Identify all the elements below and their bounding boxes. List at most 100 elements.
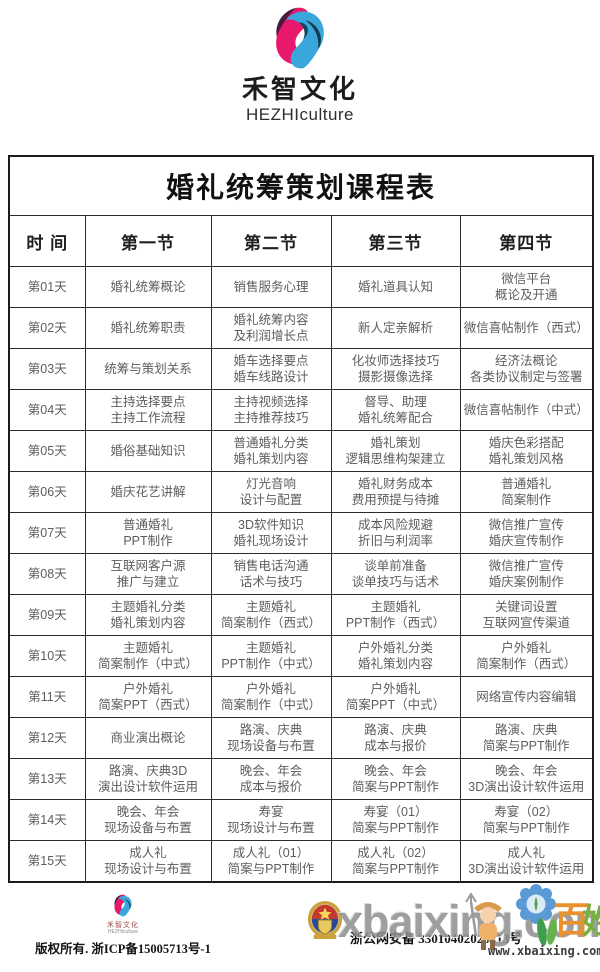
course-cell: 微信喜帖制作（中式） xyxy=(459,389,594,431)
course-cell: 谈单前准备 谈单技巧与话术 xyxy=(330,553,461,595)
course-cell: 户外婚礼 简案制作（中式） xyxy=(210,676,332,718)
course-cell: 婚庆色彩搭配 婚礼策划风格 xyxy=(459,430,594,472)
course-cell: 路演、庆典 成本与报价 xyxy=(330,717,461,759)
col-header-session-1: 第一节 xyxy=(84,215,212,267)
vegetable-icon xyxy=(534,914,560,953)
day-label: 第01天 xyxy=(8,266,86,308)
course-cell: 成人礼 现场设计与布置 xyxy=(84,840,212,882)
course-table: 婚礼统筹策划课程表 时 间 第一节 第二节 第三节 第四节 第01天 婚礼统筹概… xyxy=(8,155,594,883)
day-label: 第09天 xyxy=(8,594,86,636)
course-cell: 寿宴（01） 简案与PPT制作 xyxy=(330,799,461,841)
course-cell: 主题婚礼 简案制作（中式） xyxy=(84,635,212,677)
day-label: 第13天 xyxy=(8,758,86,800)
col-header-time: 时 间 xyxy=(8,215,86,267)
course-cell: 婚车选择要点 婚车线路设计 xyxy=(210,348,332,390)
col-header-session-2: 第二节 xyxy=(210,215,332,267)
course-cell: 新人定亲解析 xyxy=(330,307,461,349)
brand-logo-icon xyxy=(264,6,336,75)
table-row: 第01天 婚礼统筹概论 销售服务心理 婚礼道具认知 微信平台 概论及开通 xyxy=(8,266,594,308)
table-header-row: 时 间 第一节 第二节 第三节 第四节 xyxy=(8,215,594,267)
farmer-mascot-icon xyxy=(464,892,512,957)
table-row: 第13天 路演、庆典3D 演出设计软件运用 晚会、年会 成本与报价 晚会、年会 … xyxy=(8,758,594,800)
course-cell: 户外婚礼 简案PPT（西式） xyxy=(84,676,212,718)
watermark-xing-char: 姓 xyxy=(582,904,600,941)
course-cell: 晚会、年会 简案与PPT制作 xyxy=(330,758,461,800)
course-cell: 微信推广宣传 婚庆案例制作 xyxy=(459,553,594,595)
course-cell: 路演、庆典 现场设备与布置 xyxy=(210,717,332,759)
course-cell: 户外婚礼 简案PPT（中式） xyxy=(330,676,461,718)
footer-logo-name-en: HEZHIculture xyxy=(107,928,138,935)
course-cell: 灯光音响 设计与配置 xyxy=(210,471,332,513)
col-header-session-4: 第四节 xyxy=(459,215,594,267)
table-row: 第09天 主题婚礼分类 婚礼策划内容 主题婚礼 简案制作（西式） 主题婚礼 PP… xyxy=(8,594,594,636)
course-table-body: 第01天 婚礼统筹概论 销售服务心理 婚礼道具认知 微信平台 概论及开通 第02… xyxy=(8,266,594,882)
course-cell: 晚会、年会 现场设备与布置 xyxy=(84,799,212,841)
course-cell: 主题婚礼 简案制作（西式） xyxy=(210,594,332,636)
footer: 禾智文化 HEZHIculture 版权所有. 浙ICP备15005713号-1… xyxy=(0,884,600,972)
course-cell: 商业演出概论 xyxy=(84,717,212,759)
brand-name-en: HEZHIculture xyxy=(245,104,355,124)
course-cell: 户外婚礼分类 婚礼策划内容 xyxy=(330,635,461,677)
course-cell: 婚礼策划 逻辑思维构架建立 xyxy=(330,430,461,472)
day-label: 第15天 xyxy=(8,840,86,882)
course-cell: 寿宴 现场设计与布置 xyxy=(210,799,332,841)
course-cell: 路演、庆典 简案与PPT制作 xyxy=(459,717,594,759)
table-row: 第15天 成人礼 现场设计与布置 成人礼（01） 简案与PPT制作 成人礼（02… xyxy=(8,840,594,882)
course-cell: 微信平台 概论及开通 xyxy=(459,266,594,308)
day-label: 第10天 xyxy=(8,635,86,677)
course-cell: 关键词设置 互联网宣传渠道 xyxy=(459,594,594,636)
course-cell: 普通婚礼 PPT制作 xyxy=(84,512,212,554)
footer-brand-block: 禾智文化 HEZHIculture 版权所有. 浙ICP备15005713号-1 xyxy=(28,894,218,957)
course-cell: 微信喜帖制作（西式） xyxy=(459,307,594,349)
day-label: 第12天 xyxy=(8,717,86,759)
day-label: 第07天 xyxy=(8,512,86,554)
day-label: 第06天 xyxy=(8,471,86,513)
table-row: 第10天 主题婚礼 简案制作（中式） 主题婚礼 PPT制作（中式） 户外婚礼分类… xyxy=(8,635,594,677)
day-label: 第04天 xyxy=(8,389,86,431)
course-cell: 婚礼统筹概论 xyxy=(84,266,212,308)
table-row: 第14天 晚会、年会 现场设备与布置 寿宴 现场设计与布置 寿宴（01） 简案与… xyxy=(8,799,594,841)
course-cell: 成人礼 3D演出设计软件运用 xyxy=(459,840,594,882)
course-cell: 3D软件知识 婚礼现场设计 xyxy=(210,512,332,554)
course-cell: 普通婚礼分类 婚礼策划内容 xyxy=(210,430,332,472)
day-label: 第05天 xyxy=(8,430,86,472)
copyright-text: 版权所有. 浙ICP备15005713号-1 xyxy=(35,942,211,957)
course-cell: 户外婚礼 简案制作（西式） xyxy=(459,635,594,677)
course-cell: 化妆师选择技巧 摄影摄像选择 xyxy=(330,348,461,390)
table-row: 第04天 主持选择要点 主持工作流程 主持视频选择 主持推荐技巧 督导、助理 婚… xyxy=(8,389,594,431)
day-label: 第14天 xyxy=(8,799,86,841)
course-cell: 成人礼（01） 简案与PPT制作 xyxy=(210,840,332,882)
day-label: 第03天 xyxy=(8,348,86,390)
course-cell: 婚俗基础知识 xyxy=(84,430,212,472)
course-cell: 婚礼道具认知 xyxy=(330,266,461,308)
course-cell: 销售电话沟通 话术与技巧 xyxy=(210,553,332,595)
day-label: 第11天 xyxy=(8,676,86,718)
watermark-bai-char: 百 xyxy=(553,901,590,942)
course-cell: 主题婚礼 PPT制作（西式） xyxy=(330,594,461,636)
course-cell: 主题婚礼分类 婚礼策划内容 xyxy=(84,594,212,636)
table-row: 第03天 统筹与策划关系 婚车选择要点 婚车线路设计 化妆师选择技巧 摄影摄像选… xyxy=(8,348,594,390)
footer-logo-icon xyxy=(110,894,136,921)
table-row: 第12天 商业演出概论 路演、庆典 现场设备与布置 路演、庆典 成本与报价 路演… xyxy=(8,717,594,759)
table-row: 第11天 户外婚礼 简案PPT（西式） 户外婚礼 简案制作（中式） 户外婚礼 简… xyxy=(8,676,594,718)
course-cell: 婚礼统筹职责 xyxy=(84,307,212,349)
day-label: 第08天 xyxy=(8,553,86,595)
course-cell: 督导、助理 婚礼统筹配合 xyxy=(330,389,461,431)
brand-name: 禾智文化 xyxy=(241,74,358,104)
course-cell: 销售服务心理 xyxy=(210,266,332,308)
course-cell: 寿宴（02） 简案与PPT制作 xyxy=(459,799,594,841)
course-cell: 主持视频选择 主持推荐技巧 xyxy=(210,389,332,431)
table-row: 第06天 婚庆花艺讲解 灯光音响 设计与配置 婚礼财务成本 费用预提与待摊 普通… xyxy=(8,471,594,513)
flower-badge-icon xyxy=(516,884,556,929)
course-cell: 主持选择要点 主持工作流程 xyxy=(84,389,212,431)
footer-logo-name: 禾智文化 xyxy=(107,922,139,929)
course-cell: 成本风险规避 折旧与利润率 xyxy=(330,512,461,554)
course-cell: 微信推广宣传 婚庆宣传制作 xyxy=(459,512,594,554)
police-badge-icon xyxy=(306,900,344,945)
course-cell: 婚庆花艺讲解 xyxy=(84,471,212,513)
table-row: 第02天 婚礼统筹职责 婚礼统筹内容 及利润增长点 新人定亲解析 微信喜帖制作（… xyxy=(8,307,594,349)
table-row: 第05天 婚俗基础知识 普通婚礼分类 婚礼策划内容 婚礼策划 逻辑思维构架建立 … xyxy=(8,430,594,472)
table-row: 第08天 互联网客户源 推广与建立 销售电话沟通 话术与技巧 谈单前准备 谈单技… xyxy=(8,553,594,595)
day-label: 第02天 xyxy=(8,307,86,349)
